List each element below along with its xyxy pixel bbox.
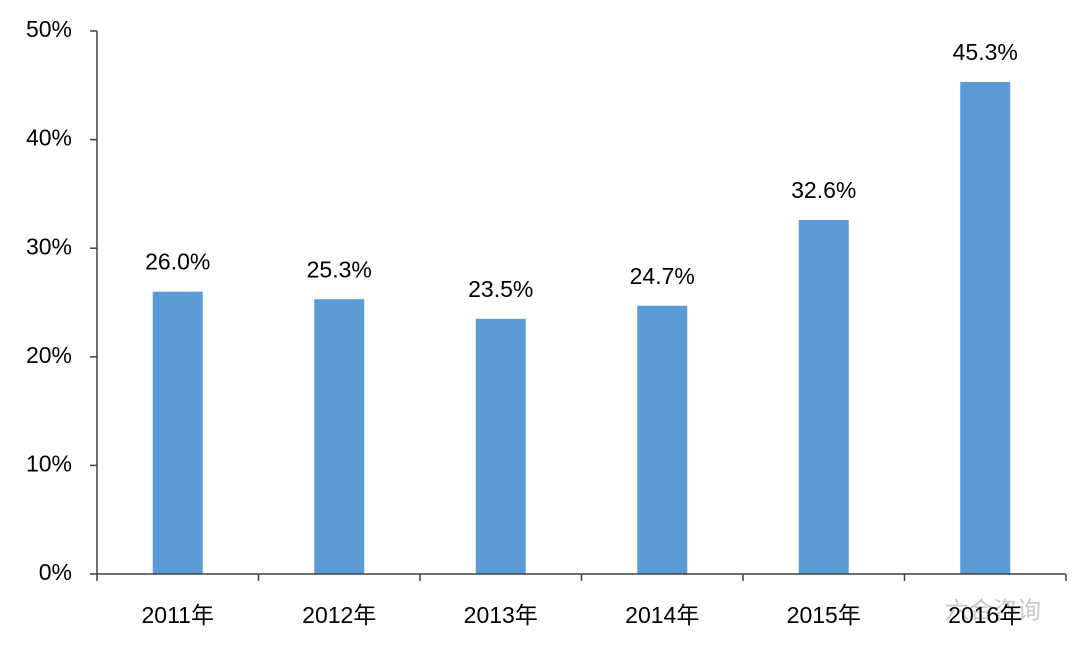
bar <box>314 299 365 574</box>
bar <box>960 82 1011 575</box>
x-tick-label: 2013年 <box>464 602 538 628</box>
bar <box>475 318 526 574</box>
y-tick-label: 40% <box>26 125 72 151</box>
y-tick-label: 10% <box>26 450 72 476</box>
y-tick-label: 20% <box>26 342 72 368</box>
x-tick-label: 2011年 <box>142 602 214 628</box>
y-tick-label: 30% <box>26 233 72 259</box>
value-label: 32.6% <box>791 177 856 203</box>
value-label: 24.7% <box>630 263 695 289</box>
value-label: 45.3% <box>953 39 1018 65</box>
value-label: 23.5% <box>468 276 533 302</box>
x-tick-label: 2015年 <box>787 602 861 628</box>
bar <box>637 305 688 574</box>
x-tick-label: 2012年 <box>302 602 376 628</box>
x-tick-label: 2016年 <box>948 602 1022 628</box>
y-tick-label: 50% <box>26 16 72 42</box>
y-tick-label: 0% <box>39 559 72 585</box>
bar <box>152 291 203 574</box>
value-label: 26.0% <box>145 249 210 275</box>
watermark: 六合咨询 <box>945 597 1041 624</box>
value-label: 25.3% <box>307 256 372 282</box>
bar <box>798 219 849 575</box>
x-tick-label: 2014年 <box>625 602 699 628</box>
